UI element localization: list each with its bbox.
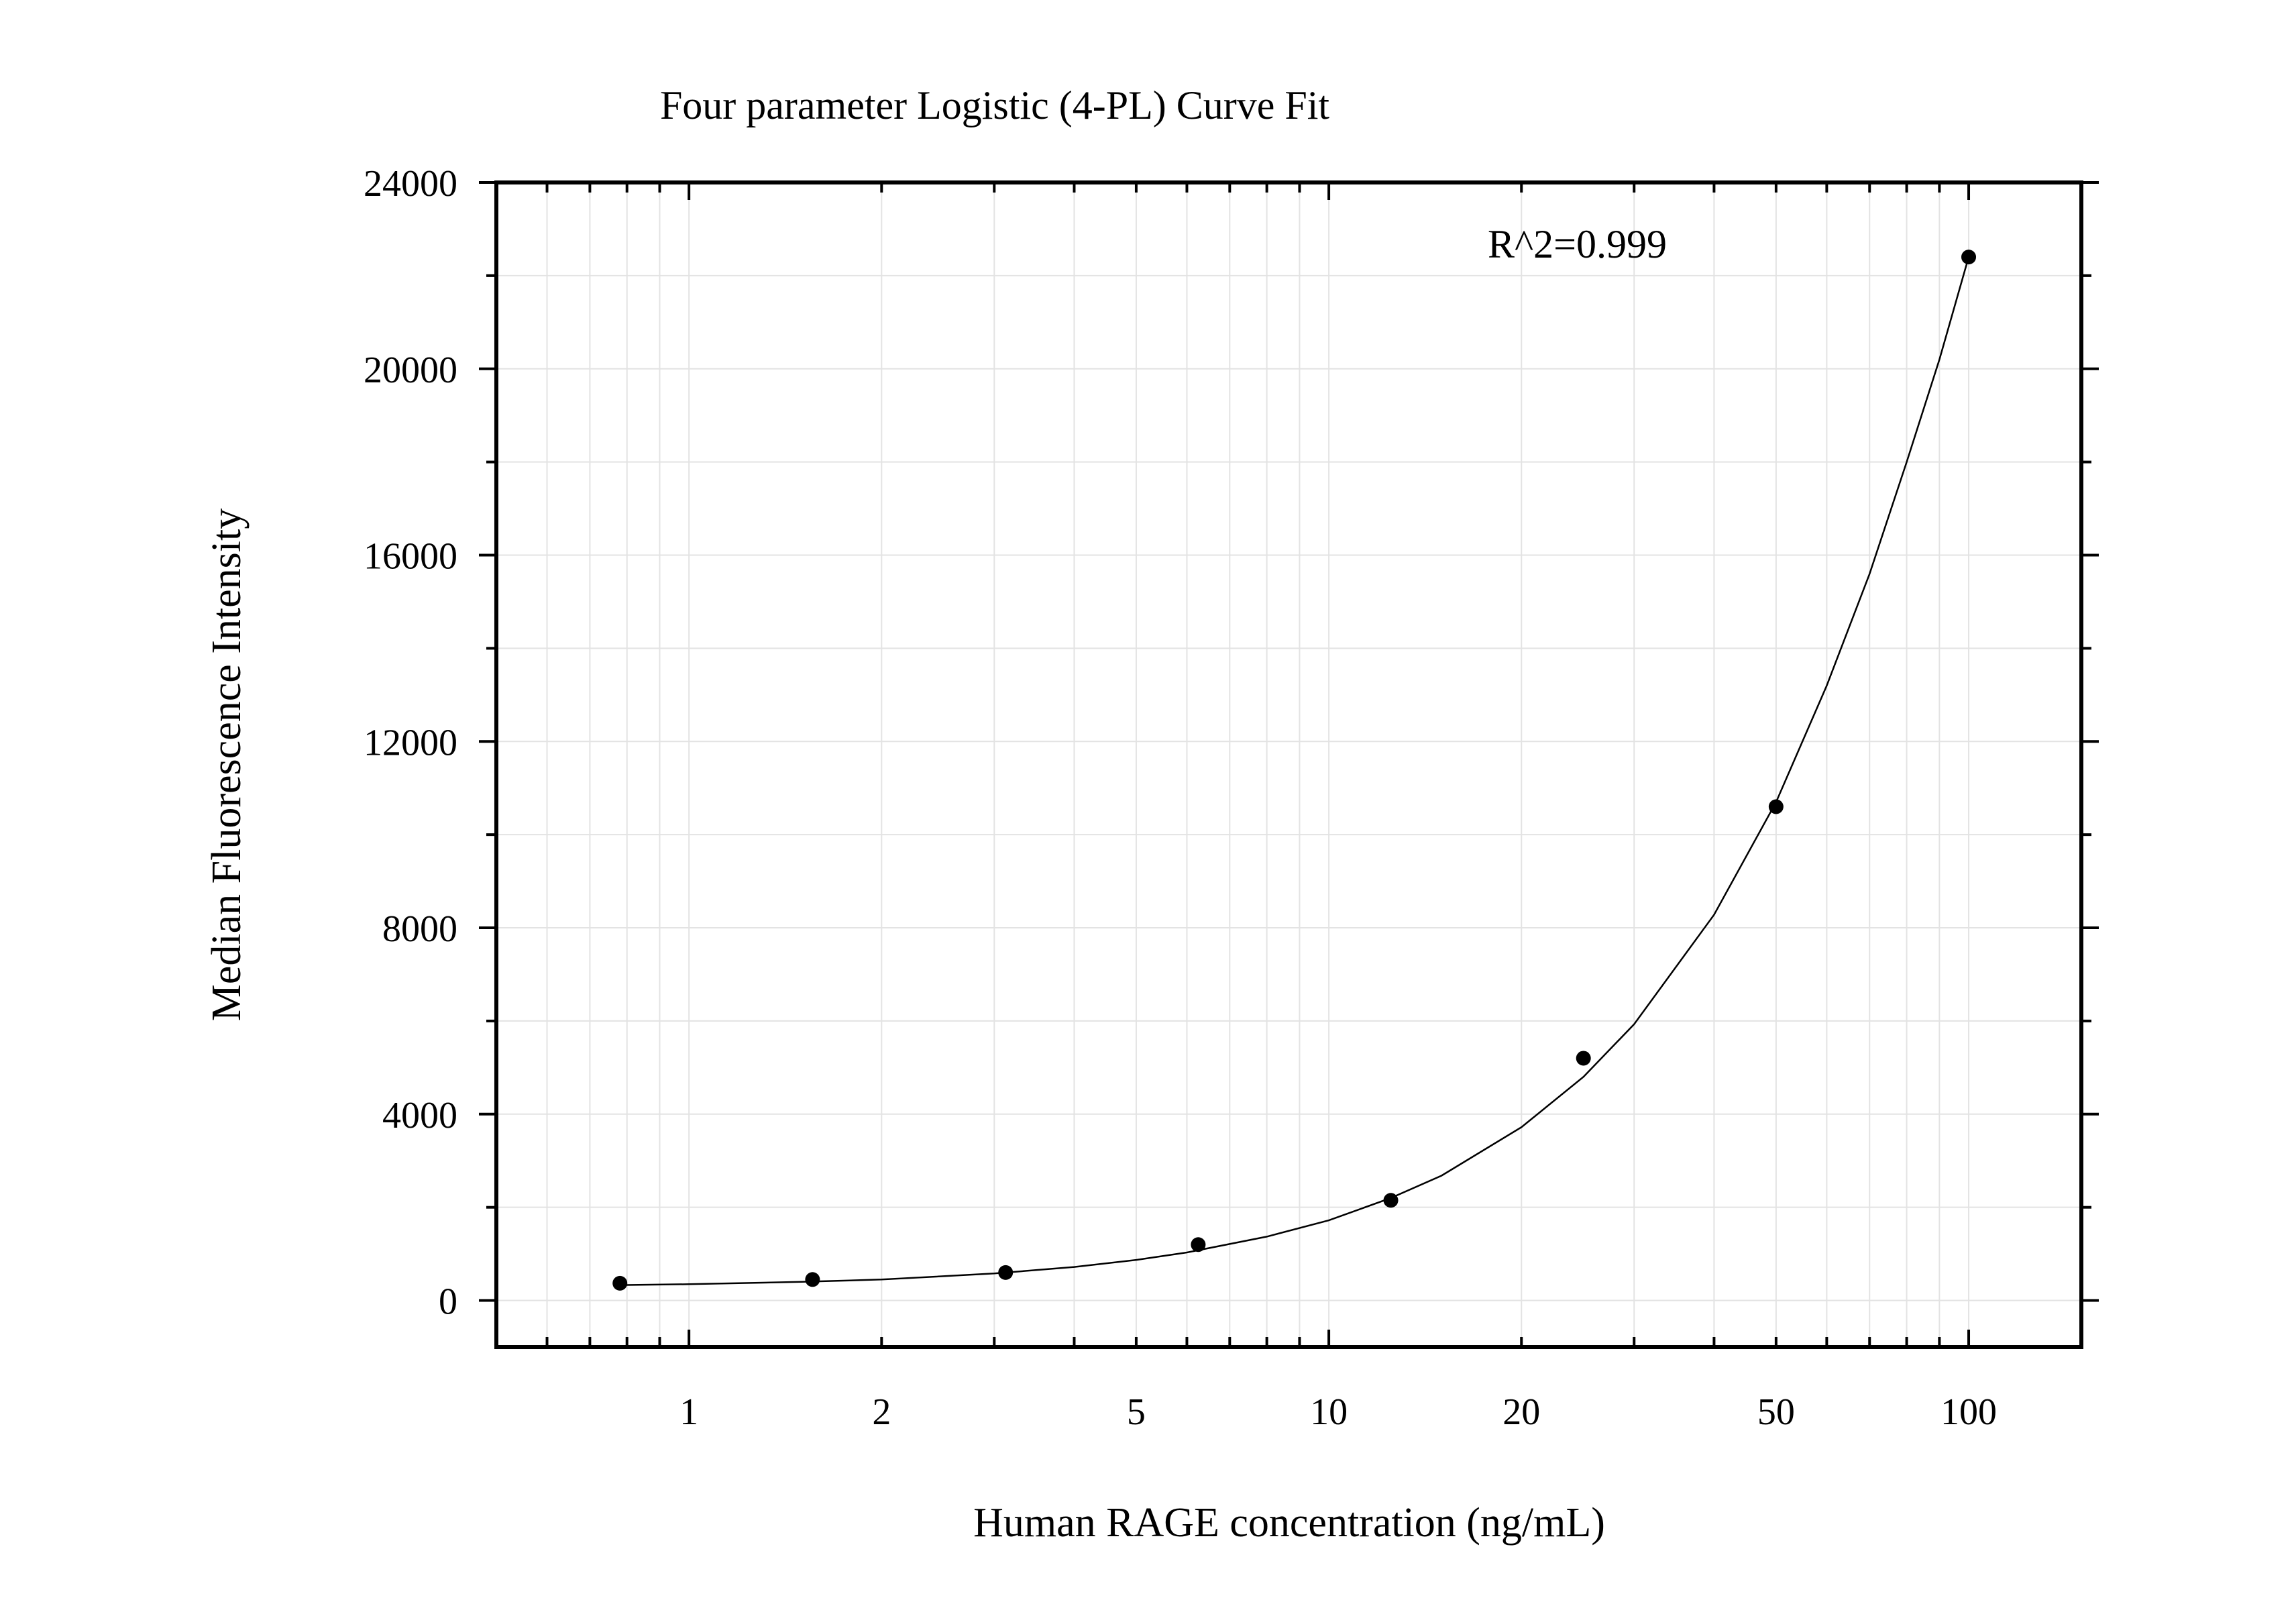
data-point (1576, 1051, 1591, 1066)
data-point (998, 1265, 1014, 1280)
fit-curve-layer (620, 256, 1970, 1286)
fit-curve (620, 256, 1970, 1286)
r-squared-annotation: R^2=0.999 (1488, 222, 1667, 266)
x-tick-label: 1 (679, 1391, 698, 1433)
data-point (612, 1275, 628, 1291)
data-point (1383, 1193, 1399, 1208)
y-tick-label: 4000 (382, 1095, 457, 1136)
y-tick-label: 0 (439, 1281, 457, 1323)
x-tick-label: 5 (1127, 1391, 1146, 1433)
x-tick-label: 50 (1757, 1391, 1795, 1433)
data-point (1191, 1237, 1206, 1252)
tick-labels: 1 2 5 10 20 50 100 0 4000 8000 12000 16000 20000 2400… (364, 163, 1997, 1433)
data-point (1961, 250, 1977, 265)
axis-ticks (479, 181, 2099, 1347)
data-points (612, 250, 1977, 1291)
data-point (805, 1272, 820, 1287)
plot-frame (494, 180, 2083, 1349)
y-tick-label: 12000 (364, 722, 457, 763)
y-tick-label: 8000 (382, 908, 457, 950)
data-point (1768, 799, 1784, 814)
x-axis-title: Human RAGE concentration (ng/mL) (973, 1500, 1605, 1546)
x-tick-label: 10 (1310, 1391, 1348, 1433)
y-axis-title: Median Fluorescence Intensity (204, 509, 250, 1021)
x-tick-label: 2 (872, 1391, 891, 1433)
x-tick-label: 100 (1940, 1391, 1997, 1433)
y-tick-label: 16000 (364, 536, 457, 578)
y-tick-label: 24000 (364, 163, 457, 205)
x-tick-label: 20 (1502, 1391, 1540, 1433)
chart-title: Four parameter Logistic (4-PL) Curve Fit (660, 83, 1329, 127)
y-tick-label: 20000 (364, 350, 457, 391)
grid (496, 182, 2081, 1347)
